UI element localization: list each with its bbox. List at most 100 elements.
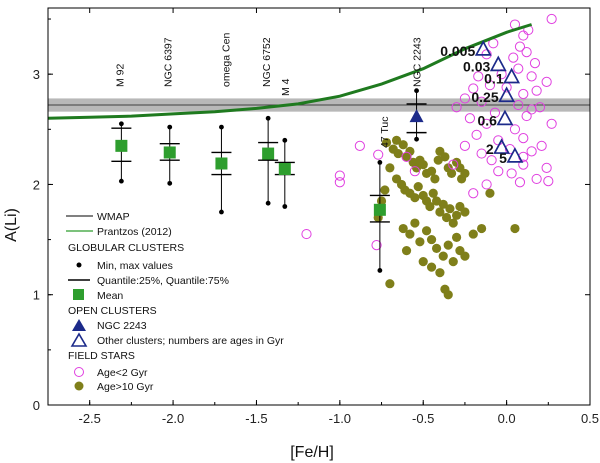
field-old-point <box>431 243 442 254</box>
field-old-point <box>438 199 448 209</box>
gc-label: M 4 <box>280 78 292 96</box>
field-old-point <box>426 234 437 245</box>
open-cluster-age-label: 0.1 <box>484 70 504 86</box>
ngc2243-max-point <box>414 88 419 94</box>
field-young-point <box>536 140 547 151</box>
field-old-point <box>410 193 420 203</box>
field-old-point <box>435 268 445 278</box>
open-cluster-age-label: 2 <box>486 141 494 157</box>
legend-old-label: Age>10 Gyr <box>97 381 154 393</box>
gc-min-point <box>265 200 271 206</box>
field-young-point <box>541 76 552 87</box>
y-axis-title: A(Li) <box>3 208 20 242</box>
field-old-point <box>468 229 478 239</box>
plot-frame <box>47 7 591 406</box>
ngc2243-min-point <box>414 136 419 142</box>
legend-minmax-label: Min, max values <box>97 260 173 272</box>
ngc2243-marker <box>409 109 424 123</box>
field-old-point <box>448 218 458 228</box>
gc-min-point <box>219 209 224 215</box>
x-tick-label: 0.5 <box>581 411 599 426</box>
field-young-point <box>546 118 557 129</box>
field-young-point <box>476 148 487 159</box>
field-young-point <box>334 177 345 188</box>
field-young-point <box>409 166 420 177</box>
field-old-point <box>460 207 470 217</box>
field-old-point <box>418 257 428 267</box>
x-tick-label: -0.5 <box>412 411 434 426</box>
field-young-point <box>481 179 492 190</box>
gc-min-point <box>282 204 288 209</box>
field-old-point <box>440 152 450 162</box>
prantzos-curve-series <box>47 23 533 120</box>
field-old-point <box>443 240 453 250</box>
x-axis-title: [Fe/H] <box>290 444 334 461</box>
field-young-point <box>526 104 537 115</box>
open-cluster-age-label: 5 <box>499 150 507 166</box>
open-cluster-marker <box>496 109 514 126</box>
gc-mean-marker <box>278 163 291 176</box>
field-young-point <box>451 102 462 113</box>
legend-gc-header: GLOBULAR CLUSTERS <box>68 242 184 254</box>
field-young-point <box>526 146 537 157</box>
field-young-point <box>531 85 542 96</box>
field-stars-old-series <box>373 135 520 300</box>
field-young-point <box>506 168 517 179</box>
field-young-point <box>354 140 365 151</box>
field-old-point <box>430 174 440 184</box>
field-old-point <box>485 188 495 198</box>
x-tick-label: -1.0 <box>329 411 351 426</box>
gc-mean-marker <box>262 147 275 160</box>
field-young-point <box>514 41 526 52</box>
gc-mean-marker <box>215 157 228 170</box>
field-old-point <box>398 223 408 234</box>
open-cluster-marker <box>493 138 511 154</box>
field-old-point <box>405 229 415 239</box>
field-young-point <box>546 13 557 25</box>
field-old-point <box>428 188 438 198</box>
field-old-point <box>435 207 445 217</box>
field-old-point <box>451 210 462 220</box>
field-old-point <box>413 182 423 192</box>
field-young-point <box>459 140 471 151</box>
field-old-point <box>401 246 412 256</box>
field-young-point <box>373 149 384 160</box>
open-cluster-age-label: 0.25 <box>471 89 498 105</box>
field-old-point <box>376 196 387 206</box>
open-cluster-marker <box>506 147 524 163</box>
field-young-point <box>468 188 479 199</box>
field-young-point <box>526 71 537 82</box>
field-old-point <box>438 251 448 261</box>
field-old-point <box>393 148 403 159</box>
gc-label: NGC 6397 <box>163 37 175 87</box>
prantzos-curve <box>47 23 533 120</box>
wmap-band <box>48 98 590 112</box>
field-old-point <box>385 279 395 289</box>
field-old-point <box>477 223 487 234</box>
field-young-point <box>459 93 471 104</box>
field-old-point <box>460 168 470 179</box>
field-old-point <box>391 135 402 145</box>
x-tick-label: -2.5 <box>78 411 100 426</box>
gc-mean-marker <box>163 146 176 159</box>
legend-fs-header: FIELD STARS <box>68 350 135 362</box>
field-young-point <box>493 166 504 177</box>
gc-min-point <box>167 180 173 186</box>
gc-max-point <box>167 124 173 130</box>
open-cluster-age-label: 0.03 <box>463 58 490 74</box>
field-young-point <box>518 159 529 170</box>
field-young-point <box>301 228 312 240</box>
x-tick-label: -2.0 <box>162 411 184 426</box>
open-cluster-marker <box>474 40 492 56</box>
legend-ngc2243-label: NGC 2243 <box>97 320 147 332</box>
x-tick-label: -1.5 <box>245 411 267 426</box>
x-tick-label: 0.0 <box>498 411 516 426</box>
field-young-point <box>464 113 476 124</box>
y-tick-label: 3 <box>33 67 40 82</box>
field-young-point <box>541 162 552 174</box>
field-young-point <box>448 159 459 170</box>
field-old-point <box>381 137 392 148</box>
legend-other-oc-swatch <box>70 332 88 347</box>
field-old-point <box>425 201 435 212</box>
